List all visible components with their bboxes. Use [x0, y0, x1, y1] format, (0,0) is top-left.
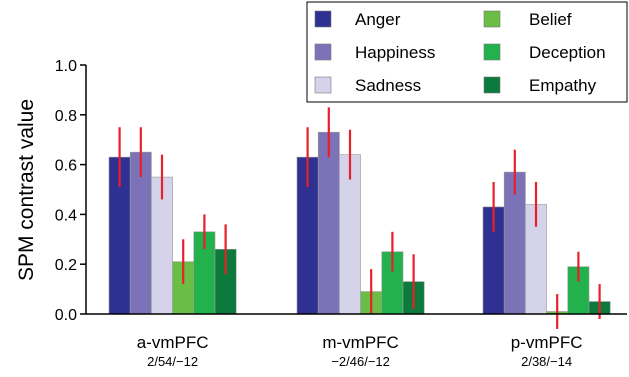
x-category-sublabel: 2/38/−14 [521, 354, 572, 369]
error-bars [118, 107, 601, 329]
y-tick-label: 0.0 [55, 307, 77, 324]
y-tick-label: 0.6 [55, 158, 77, 175]
legend-label-empathy: Empathy [529, 76, 597, 95]
legend-label-happiness: Happiness [355, 43, 435, 62]
bars [108, 131, 611, 315]
legend-swatch-empathy [483, 76, 501, 94]
legend-swatch-sadness [314, 76, 332, 94]
y-tick-label: 1.0 [55, 58, 77, 75]
legend: Anger Happiness Sadness Belief Deception Empa… [306, 1, 628, 103]
y-tick-label: 0.4 [55, 207, 77, 224]
legend-label-anger: Anger [355, 10, 401, 29]
legend-swatch-belief [483, 10, 501, 28]
legend-label-deception: Deception [529, 43, 606, 62]
y-tick-label: 0.2 [55, 257, 77, 274]
x-category-sublabel: −2/46/−12 [331, 354, 390, 369]
x-category-label: m-vmPFC [322, 333, 398, 352]
y-axis-label: SPM contrast value [15, 99, 38, 281]
legend-swatch-deception [483, 43, 501, 61]
legend-label-belief: Belief [529, 10, 572, 29]
x-category-label: a-vmPFC [137, 333, 209, 352]
x-category-sublabel: 2/54/−12 [147, 354, 198, 369]
legend-swatch-happiness [314, 43, 332, 61]
legend-box [306, 1, 628, 103]
bar-happiness-m-vmpfc [317, 131, 340, 315]
y-axis: 0.0 0.2 0.4 0.6 0.8 1.0 SPM contrast value [15, 58, 87, 324]
y-tick-label: 0.8 [55, 108, 77, 125]
x-category-label: p-vmPFC [511, 333, 583, 352]
x-axis-labels: a-vmPFC 2/54/−12 m-vmPFC −2/46/−12 p-vmPFC 2/… [137, 333, 583, 369]
legend-label-sadness: Sadness [355, 76, 421, 95]
legend-swatch-anger [314, 10, 332, 28]
